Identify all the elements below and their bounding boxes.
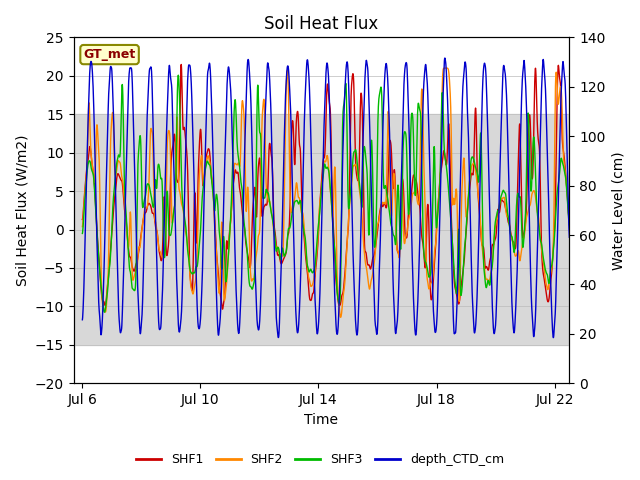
Y-axis label: Soil Heat Flux (W/m2): Soil Heat Flux (W/m2) (15, 134, 29, 286)
X-axis label: Time: Time (305, 413, 339, 427)
Y-axis label: Water Level (cm): Water Level (cm) (611, 151, 625, 270)
Bar (74, 114, 570, 345)
Title: Soil Heat Flux: Soil Heat Flux (264, 15, 379, 33)
Text: GT_met: GT_met (83, 48, 136, 61)
Legend: SHF1, SHF2, SHF3, depth_CTD_cm: SHF1, SHF2, SHF3, depth_CTD_cm (131, 448, 509, 471)
